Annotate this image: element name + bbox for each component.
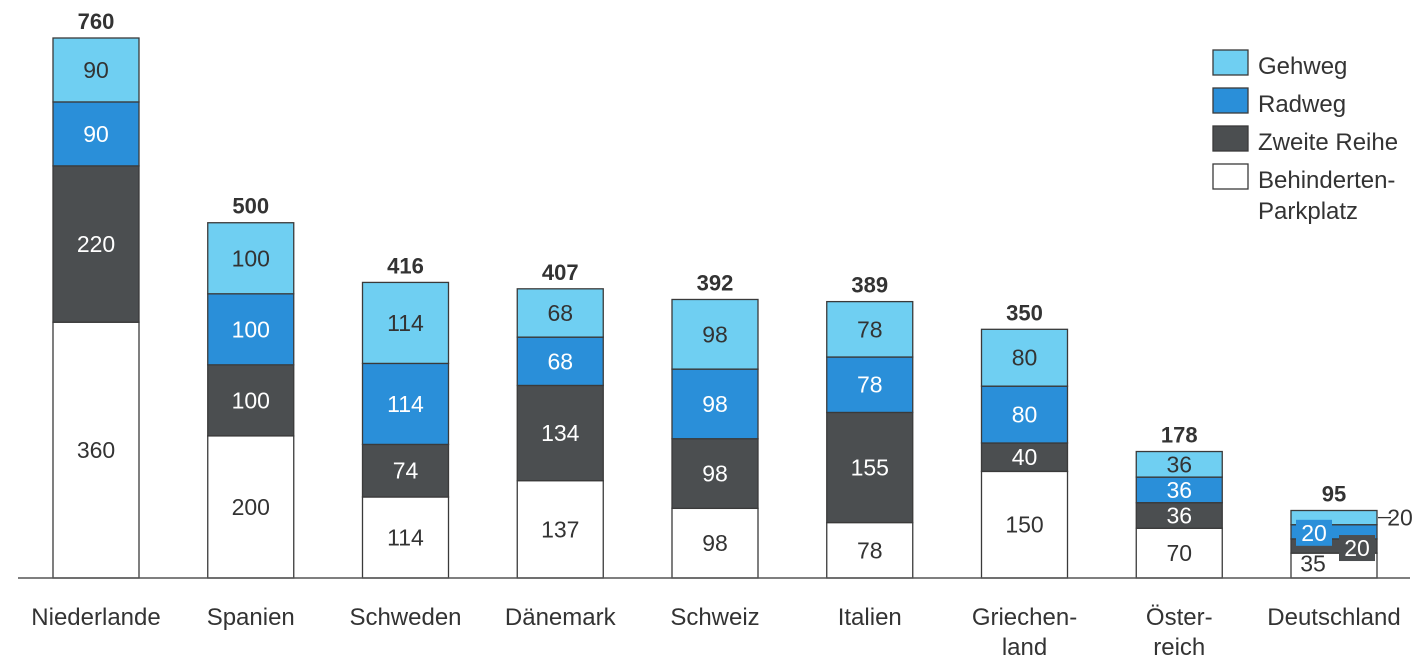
segment-label-italien-radweg: 78 [857, 372, 883, 398]
bar-segment-niederlande-gehweg [52, 37, 140, 103]
bar-segment-spanien-gehweg [207, 222, 295, 295]
bar-segment-schweiz-gehweg [671, 298, 759, 370]
total-label-schweiz: 392 [697, 270, 734, 295]
category-label-spanien: Spanien [207, 604, 295, 631]
segment-label-schweden-behinderten-parkplatz: 114 [387, 525, 424, 551]
legend-label-zweite-reihe: Zweite Reihe [1258, 129, 1398, 156]
total-label-schweden: 416 [387, 253, 424, 278]
total-label-italien: 389 [851, 273, 888, 298]
segment-label-griechen-land-behinderten-parkplatz: 150 [1005, 512, 1043, 538]
category-labels-group: Niederlande Spanien Schweden Dänemark Schwei… [31, 604, 1400, 661]
segment-label-oester-reich-gehweg: 36 [1166, 451, 1192, 477]
bar-segment-spanien-behinderten-parkplatz [207, 435, 295, 579]
category-label-deutschland: Deutschland [1267, 604, 1400, 631]
legend-label-gehweg: Gehweg [1258, 53, 1347, 80]
bar-segment-schweden-radweg [361, 362, 450, 446]
legend-swatch-gehweg [1212, 49, 1249, 76]
segment-label-italien-zweite-reihe: 155 [851, 455, 889, 481]
segment-label-box-deutschland-zweite-reihe [1339, 535, 1375, 562]
legend-swatch-zweite-reihe [1212, 125, 1249, 152]
segment-label-spanien-zweite-reihe: 100 [232, 387, 270, 413]
bar-segment-griechen-land-gehweg [980, 328, 1069, 387]
legend-item-zweite-reihe: Zweite Reihe [1212, 125, 1398, 156]
segment-label-italien-gehweg: 78 [857, 316, 883, 342]
bar-segment-schweiz-behinderten-parkplatz [671, 507, 759, 579]
legend-label-radweg: Radweg [1258, 91, 1346, 118]
legend-swatch-behinderten-parkplatz [1212, 163, 1249, 190]
segment-label-niederlande-gehweg: 90 [83, 57, 109, 83]
bar-segment-oester-reich-behinderten-parkplatz [1135, 527, 1223, 579]
segment-label-griechen-land-zweite-reihe: 40 [1012, 444, 1038, 470]
segment-label-schweiz-zweite-reihe: 98 [702, 461, 728, 487]
bar-segment-oester-reich-gehweg [1135, 450, 1223, 478]
segment-label-deutschland-behinderten-parkplatz: 35 [1300, 551, 1326, 577]
total-labels-group: 760 500 416 407 392 389 350 178 95 [78, 9, 1347, 507]
segment-label-spanien-radweg: 100 [232, 316, 270, 342]
segment-label-daenemark-behinderten-parkplatz: 137 [541, 516, 579, 542]
segment-label-deutschland-zweite-reihe: 20 [1344, 535, 1370, 561]
total-label-deutschland: 95 [1322, 482, 1346, 507]
segment-label-spanien-gehweg: 100 [232, 245, 270, 271]
segment-label-schweiz-behinderten-parkplatz: 98 [702, 530, 728, 556]
legend-label-behinderten-parkplatz: Behinderten-Parkplatz [1258, 167, 1395, 225]
segment-label-oester-reich-behinderten-parkplatz: 70 [1166, 540, 1192, 566]
segment-label-schweiz-gehweg: 98 [702, 321, 728, 347]
bars-group [52, 37, 1378, 579]
bar-segment-daenemark-gehweg [516, 288, 604, 338]
segment-label-schweden-gehweg: 114 [387, 310, 424, 336]
bar-segment-daenemark-radweg [516, 336, 604, 387]
segment-label-schweden-zweite-reihe: 74 [393, 458, 419, 484]
bar-segment-spanien-radweg [207, 293, 295, 366]
segment-label-schweden-radweg: 114 [387, 391, 424, 417]
legend-swatch-radweg [1212, 87, 1249, 114]
segment-labels-group: 360 220 90 90 200 100 100 100 114 74 114 114 137 134 6… [77, 57, 1413, 577]
legend-item-gehweg: Gehweg [1212, 49, 1347, 80]
bar-segment-griechen-land-behinderten-parkplatz [980, 470, 1069, 579]
segment-label-oester-reich-radweg: 36 [1166, 477, 1192, 503]
segment-label-schweiz-radweg: 98 [702, 391, 728, 417]
legend-item-radweg: Radweg [1212, 87, 1346, 118]
bar-segment-schweiz-radweg [671, 368, 759, 440]
category-label-schweden: Schweden [349, 604, 461, 631]
bar-segment-schweiz-zweite-reihe [671, 438, 759, 510]
segment-label-niederlande-behinderten-parkplatz: 360 [77, 437, 115, 463]
category-label-oester-reich: Öster-reich [1146, 604, 1213, 661]
category-label-niederlande: Niederlande [31, 604, 160, 631]
category-label-daenemark: Dänemark [505, 604, 617, 631]
total-label-oester-reich: 178 [1161, 423, 1198, 448]
segment-label-box-deutschland-radweg [1296, 519, 1332, 546]
segment-label-griechen-land-radweg: 80 [1012, 402, 1038, 428]
segment-label-niederlande-zweite-reihe: 220 [77, 231, 115, 257]
category-label-griechen-land: Griechen-land [972, 604, 1077, 661]
category-label-schweiz: Schweiz [670, 604, 759, 631]
total-label-griechen-land: 350 [1006, 300, 1043, 325]
bar-segment-niederlande-behinderten-parkplatz [52, 321, 140, 579]
segment-label-daenemark-radweg: 68 [547, 348, 573, 374]
bar-segment-italien-behinderten-parkplatz [826, 521, 914, 579]
segment-label-niederlande-radweg: 90 [83, 121, 109, 147]
segment-label-spanien-behinderten-parkplatz: 200 [232, 494, 270, 520]
bar-segment-griechen-land-zweite-reihe [980, 442, 1069, 473]
segment-label-deutschland-gehweg: 20 [1387, 505, 1413, 531]
legend-item-behinderten-parkplatz: Behinderten-Parkplatz [1212, 163, 1395, 225]
total-label-niederlande: 760 [78, 9, 115, 34]
category-label-italien: Italien [838, 604, 902, 631]
bar-segment-schweden-gehweg [361, 281, 450, 365]
segment-label-daenemark-zweite-reihe: 134 [541, 420, 580, 446]
bar-segment-spanien-zweite-reihe [207, 364, 295, 437]
bar-segment-italien-radweg [826, 356, 914, 414]
bar-segment-griechen-land-radweg [980, 385, 1069, 444]
bar-segment-italien-gehweg [826, 300, 914, 358]
segment-label-oester-reich-zweite-reihe: 36 [1166, 502, 1192, 528]
total-label-daenemark: 407 [542, 260, 579, 285]
segment-label-deutschland-radweg: 20 [1301, 520, 1327, 546]
segment-label-griechen-land-gehweg: 80 [1012, 345, 1038, 371]
segment-label-daenemark-gehweg: 68 [547, 300, 573, 326]
segment-label-italien-behinderten-parkplatz: 78 [857, 537, 883, 563]
legend: Gehweg Radweg Zweite Reihe Behinderten-Park… [1212, 49, 1398, 225]
total-label-spanien: 500 [232, 194, 269, 219]
bar-segment-schweden-zweite-reihe [361, 443, 450, 498]
bar-segment-niederlande-zweite-reihe [52, 165, 140, 323]
